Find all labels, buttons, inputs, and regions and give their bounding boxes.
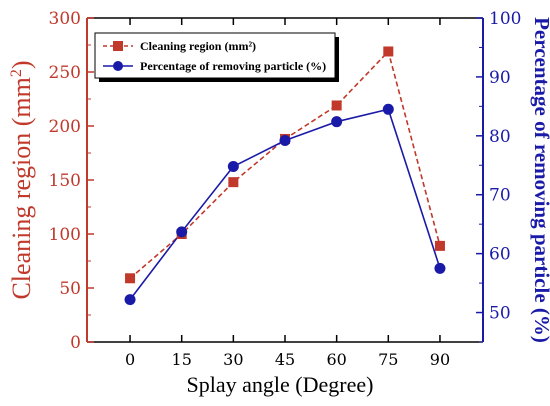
x-tick-label: 60 (326, 350, 346, 369)
left-axis-ticks: 0 50 100 150 200 250 300 (49, 9, 94, 353)
legend: Cleaning region (mm²) Percentage of remo… (94, 32, 339, 82)
y-left-title-end: ) (7, 60, 36, 69)
y-left-tick-label: 0 (70, 333, 81, 353)
y-left-tick-label: 250 (49, 63, 81, 83)
y-left-tick-label: 50 (59, 279, 81, 299)
x-tick-label: 75 (378, 350, 398, 369)
y-right-tick-label: 90 (489, 68, 511, 88)
series-layer (124, 46, 446, 306)
y-right-tick-label: 60 (489, 245, 511, 265)
cleaning-region-point (331, 100, 342, 111)
cleaning-region-point (383, 46, 394, 57)
y-left-tick-label: 200 (49, 117, 81, 137)
y-right-tick-label: 80 (489, 127, 511, 147)
x-tick-label: 15 (172, 350, 192, 369)
y-left-tick-label: 300 (49, 9, 81, 29)
y-left-tick-label: 150 (49, 171, 81, 191)
removal-percentage-point (176, 226, 188, 238)
y-left-title-sup: 2 (8, 69, 25, 77)
legend-box (94, 32, 336, 79)
y-right-tick-label: 100 (489, 9, 521, 29)
right-axis-ticks: 50 60 70 80 90 100 (476, 9, 521, 343)
x-tick-label: 30 (223, 350, 243, 369)
legend-marker-circle (113, 61, 123, 71)
removal-percentage-point (124, 294, 136, 306)
cleaning-region-point (434, 240, 445, 251)
removal-percentage-point (227, 160, 239, 172)
y-right-tick-label: 50 (489, 304, 511, 324)
x-tick-label: 0 (125, 350, 135, 369)
removal-percentage-point (331, 116, 343, 128)
legend-marker-square (113, 41, 123, 51)
cleaning-region-point (125, 273, 136, 284)
legend-label-cleaning: Cleaning region (mm²) (140, 39, 256, 53)
cleaning-region-point (228, 177, 239, 188)
legend-label-percentage: Percentage of removing particle (%) (140, 59, 326, 73)
x-tick-label: 90 (430, 350, 450, 369)
y-right-tick-label: 70 (489, 186, 511, 206)
y-left-tick-label: 100 (49, 225, 81, 245)
cleaning-region-line (129, 49, 441, 279)
y-left-axis-title: Cleaning region (mm2) (7, 60, 36, 299)
removal-percentage-point (434, 262, 446, 274)
y-left-title-main: Cleaning region (mm (7, 77, 36, 299)
x-axis-title: Splay angle (Degree) (187, 372, 374, 397)
removal-percentage-point (382, 103, 394, 115)
y-right-axis-title: Percentage of removing particle (%) (530, 17, 550, 343)
removal-percentage-point (279, 135, 291, 147)
x-tick-label: 45 (275, 350, 295, 369)
x-axis-ticks: 0 15 30 45 60 75 90 (125, 18, 450, 369)
